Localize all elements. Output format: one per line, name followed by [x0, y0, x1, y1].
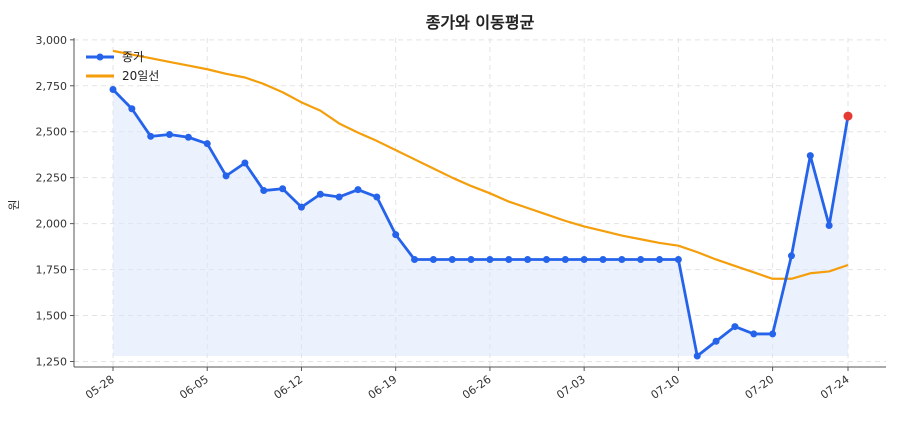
close-point	[392, 231, 400, 239]
legend-close-label: 종가	[122, 50, 144, 64]
y-tick-label: 2,750	[36, 80, 68, 93]
close-point	[712, 337, 720, 345]
legend-ma20-label: 20일선	[122, 69, 159, 83]
close-point	[279, 185, 287, 193]
close-point	[373, 193, 381, 201]
close-point	[674, 255, 682, 263]
y-tick-label: 3,000	[36, 34, 68, 47]
x-tick-label: 07-03	[554, 373, 588, 402]
close-point	[260, 187, 268, 195]
legend: 종가 20일선	[86, 50, 159, 83]
close-point	[750, 330, 758, 338]
close-point	[147, 132, 155, 140]
y-tick-label: 2,500	[36, 126, 68, 139]
close-point	[637, 255, 645, 263]
close-point	[542, 255, 550, 263]
close-point	[524, 255, 532, 263]
y-axis-label: 원	[7, 199, 21, 210]
close-point	[203, 140, 211, 148]
close-point	[354, 186, 362, 194]
close-point	[128, 105, 136, 113]
legend-close-marker	[96, 53, 104, 61]
x-tick-label: 05-28	[83, 373, 117, 402]
close-area-fill	[113, 89, 848, 356]
y-tick-label: 1,500	[36, 310, 68, 323]
close-point	[693, 352, 701, 360]
x-tick-label: 07-20	[743, 373, 777, 402]
close-line	[111, 88, 850, 358]
x-tick-label: 06-26	[460, 373, 494, 402]
close-point	[825, 221, 833, 229]
close-point	[505, 255, 513, 263]
close-point	[580, 255, 588, 263]
close-last-point	[843, 111, 853, 121]
y-tick-label: 1,750	[36, 264, 68, 277]
y-tick-label: 1,250	[36, 355, 68, 368]
close-point	[656, 255, 664, 263]
x-tick-label: 06-19	[366, 373, 400, 402]
ma20-line	[112, 49, 849, 280]
close-point	[297, 203, 305, 211]
close-point	[429, 255, 437, 263]
close-point	[486, 255, 494, 263]
close-point	[241, 159, 249, 167]
series-lines	[111, 49, 850, 358]
close-point	[448, 255, 456, 263]
close-point	[166, 130, 174, 138]
close-point	[222, 172, 230, 180]
y-tick-label: 2,000	[36, 218, 68, 231]
x-tick-label: 07-24	[818, 373, 852, 402]
close-point	[335, 193, 343, 201]
close-point	[411, 255, 419, 263]
close-point	[618, 255, 626, 263]
series-points	[109, 85, 853, 360]
close-point	[769, 330, 777, 338]
close-point	[561, 255, 569, 263]
close-point	[109, 85, 117, 93]
close-point	[806, 152, 814, 160]
close-point	[467, 255, 475, 263]
close-point	[599, 255, 607, 263]
close-point	[787, 252, 795, 260]
close-point	[316, 190, 324, 198]
close-point	[731, 323, 739, 331]
y-tick-label: 2,250	[36, 172, 68, 185]
x-tick-label: 07-10	[648, 373, 682, 402]
close-point	[184, 133, 192, 141]
chart-title: 종가와 이동평균	[426, 13, 535, 32]
close-area	[113, 89, 848, 356]
x-tick-label: 06-05	[177, 373, 211, 402]
x-tick-label: 06-12	[272, 373, 306, 402]
